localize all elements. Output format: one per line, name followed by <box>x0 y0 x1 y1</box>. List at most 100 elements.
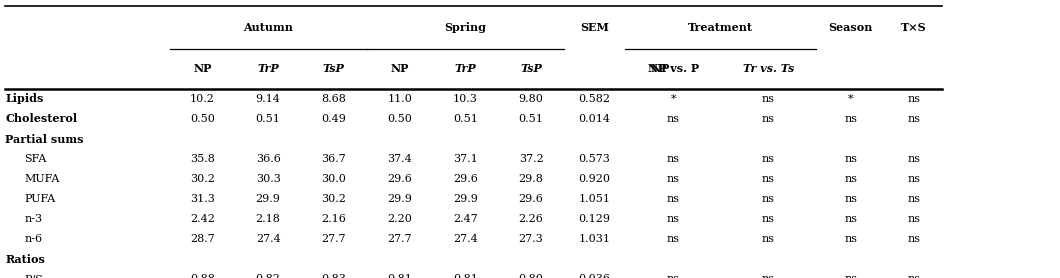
Text: 9.80: 9.80 <box>518 94 544 104</box>
Text: 0.129: 0.129 <box>579 214 611 224</box>
Text: 35.8: 35.8 <box>190 154 215 164</box>
Text: 37.1: 37.1 <box>453 154 478 164</box>
Text: 8.68: 8.68 <box>321 94 347 104</box>
Text: ns: ns <box>762 274 775 278</box>
Text: 2.42: 2.42 <box>190 214 215 224</box>
Text: 10.2: 10.2 <box>190 94 215 104</box>
Text: ns: ns <box>844 194 858 204</box>
Text: 0.036: 0.036 <box>579 274 611 278</box>
Text: ns: ns <box>762 94 775 104</box>
Text: 29.6: 29.6 <box>453 174 478 184</box>
Text: NP: NP <box>390 63 409 74</box>
Text: ns: ns <box>844 154 858 164</box>
Text: 0.82: 0.82 <box>255 274 281 278</box>
Text: n-3: n-3 <box>24 214 42 224</box>
Text: ns: ns <box>907 194 920 204</box>
Text: MUFA: MUFA <box>24 174 59 184</box>
Text: Season: Season <box>829 22 872 33</box>
Text: ns: ns <box>667 154 679 164</box>
Text: 1.031: 1.031 <box>579 234 611 244</box>
Text: ns: ns <box>907 154 920 164</box>
Text: 37.4: 37.4 <box>387 154 412 164</box>
Text: ns: ns <box>844 214 858 224</box>
Text: TsP: TsP <box>323 63 344 74</box>
Text: 27.3: 27.3 <box>518 234 544 244</box>
Text: 27.4: 27.4 <box>255 234 281 244</box>
Text: 0.014: 0.014 <box>579 114 611 124</box>
Text: 29.8: 29.8 <box>518 174 544 184</box>
Text: 29.6: 29.6 <box>387 174 412 184</box>
Text: Lipids: Lipids <box>5 93 43 105</box>
Text: 2.47: 2.47 <box>453 214 478 224</box>
Text: PUFA: PUFA <box>24 194 55 204</box>
Text: 30.2: 30.2 <box>190 174 215 184</box>
Text: ns: ns <box>844 174 858 184</box>
Text: 36.7: 36.7 <box>321 154 347 164</box>
Text: 29.9: 29.9 <box>453 194 478 204</box>
Text: ns: ns <box>844 114 858 124</box>
Text: 11.0: 11.0 <box>387 94 412 104</box>
Text: 0.81: 0.81 <box>453 274 478 278</box>
Text: ns: ns <box>762 174 775 184</box>
Text: ns: ns <box>907 174 920 184</box>
Text: ns: ns <box>907 274 920 278</box>
Text: Ratios: Ratios <box>5 254 46 265</box>
Text: Tr vs. Ts: Tr vs. Ts <box>743 63 794 74</box>
Text: 28.7: 28.7 <box>190 234 215 244</box>
Text: 27.4: 27.4 <box>453 234 478 244</box>
Text: 0.83: 0.83 <box>321 274 347 278</box>
Text: 36.6: 36.6 <box>255 154 281 164</box>
Text: TrP: TrP <box>258 63 279 74</box>
Text: 2.18: 2.18 <box>255 214 281 224</box>
Text: ns: ns <box>762 114 775 124</box>
Text: ns: ns <box>667 194 679 204</box>
Text: 0.80: 0.80 <box>518 274 544 278</box>
Text: ns: ns <box>667 114 679 124</box>
Text: 0.51: 0.51 <box>255 114 281 124</box>
Text: 2.20: 2.20 <box>387 214 412 224</box>
Text: Cholesterol: Cholesterol <box>5 113 77 125</box>
Text: ns: ns <box>762 234 775 244</box>
Text: *: * <box>670 94 676 104</box>
Text: ns: ns <box>907 94 920 104</box>
Text: 27.7: 27.7 <box>387 234 412 244</box>
Text: 2.16: 2.16 <box>321 214 347 224</box>
Text: TrP: TrP <box>455 63 476 74</box>
Text: n-6: n-6 <box>24 234 42 244</box>
Text: *: * <box>848 94 853 104</box>
Text: 31.3: 31.3 <box>190 194 215 204</box>
Text: 2.26: 2.26 <box>518 214 544 224</box>
Text: Partial sums: Partial sums <box>5 133 84 145</box>
Text: 29.9: 29.9 <box>387 194 412 204</box>
Text: TsP: TsP <box>520 63 542 74</box>
Text: 0.50: 0.50 <box>387 114 412 124</box>
Text: P/S: P/S <box>24 274 43 278</box>
Text: ns: ns <box>762 214 775 224</box>
Text: ns: ns <box>907 234 920 244</box>
Text: 0.51: 0.51 <box>518 114 544 124</box>
Text: ns: ns <box>667 214 679 224</box>
Text: 0.573: 0.573 <box>579 154 611 164</box>
Text: 30.3: 30.3 <box>255 174 281 184</box>
Text: ns: ns <box>667 234 679 244</box>
Text: ns: ns <box>844 234 858 244</box>
Text: 1.051: 1.051 <box>579 194 611 204</box>
Text: SFA: SFA <box>24 154 47 164</box>
Text: ns: ns <box>762 154 775 164</box>
Text: 0.582: 0.582 <box>579 94 611 104</box>
Text: ns: ns <box>907 114 920 124</box>
Text: Spring: Spring <box>444 22 487 33</box>
Text: NP vs. P: NP vs. P <box>648 63 699 74</box>
Text: ns: ns <box>667 274 679 278</box>
Text: NP: NP <box>651 63 673 74</box>
Text: 29.6: 29.6 <box>518 194 544 204</box>
Text: T×S: T×S <box>901 22 926 33</box>
Text: 27.7: 27.7 <box>321 234 347 244</box>
Text: 30.2: 30.2 <box>321 194 347 204</box>
Text: 0.50: 0.50 <box>190 114 215 124</box>
Text: NP: NP <box>193 63 212 74</box>
Text: 10.3: 10.3 <box>453 94 478 104</box>
Text: 29.9: 29.9 <box>255 194 281 204</box>
Text: Autumn: Autumn <box>243 22 294 33</box>
Text: 30.0: 30.0 <box>321 174 347 184</box>
